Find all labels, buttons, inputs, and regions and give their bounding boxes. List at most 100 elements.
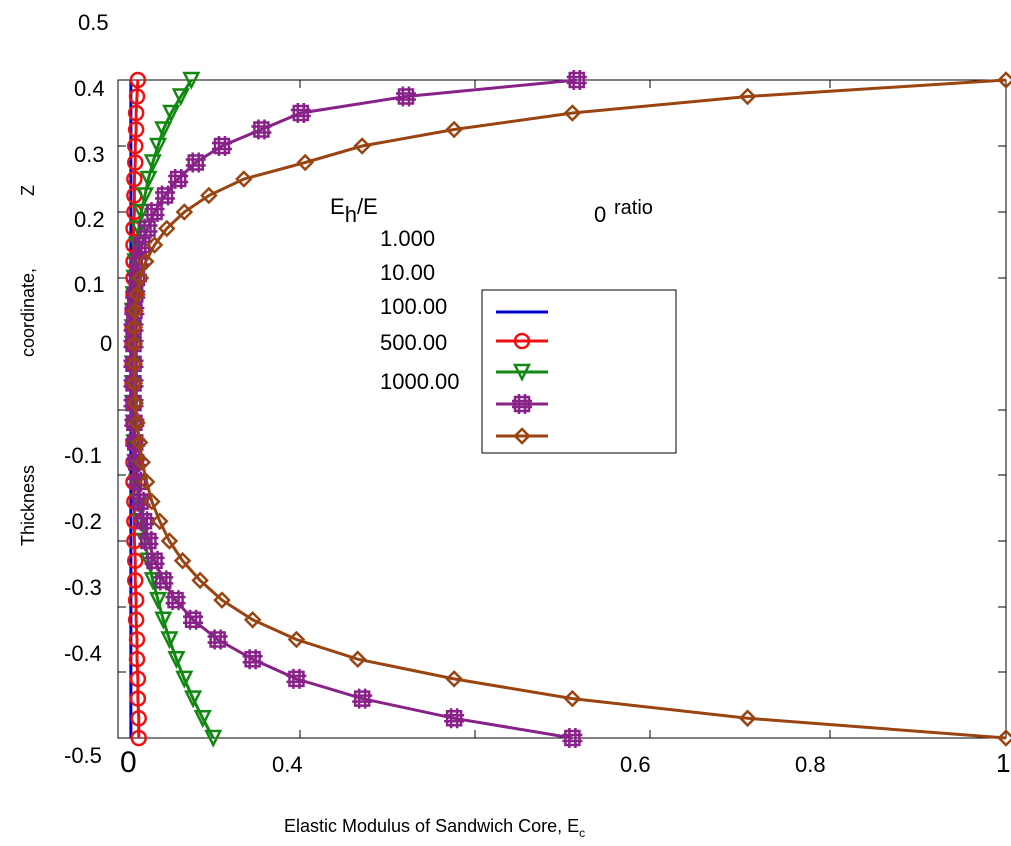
data-point <box>126 302 145 320</box>
data-point <box>145 236 164 254</box>
legend-title-sub: h <box>345 202 357 227</box>
data-point <box>204 729 223 748</box>
data-point <box>132 203 151 222</box>
x-axis-label: Elastic Modulus of Sandwich Core, Ec <box>284 816 585 840</box>
legend-swatch-marker <box>512 394 532 414</box>
legend-swatch-marker <box>513 332 531 350</box>
data-point <box>445 670 463 688</box>
data-point <box>137 473 156 491</box>
data-point <box>243 611 262 629</box>
data-point <box>185 152 206 173</box>
data-point <box>129 690 147 707</box>
data-point <box>143 492 161 511</box>
data-point <box>123 393 144 414</box>
data-point <box>138 531 159 551</box>
data-point <box>182 71 201 90</box>
data-point <box>251 119 272 140</box>
x-tick-labels: 0 0.4 0.6 0.8 1 <box>120 746 1010 779</box>
data-point <box>287 630 306 649</box>
data-point <box>127 104 145 122</box>
x-tick-label: 0.6 <box>620 752 651 777</box>
x-tick-label: 0.8 <box>795 752 826 777</box>
data-point <box>160 631 179 650</box>
data-point <box>135 187 154 206</box>
data-point <box>563 104 582 122</box>
data-point <box>128 414 146 432</box>
data-point <box>125 318 144 337</box>
data-point <box>149 137 168 156</box>
data-point <box>175 670 194 689</box>
data-point <box>134 511 155 532</box>
data-point <box>200 186 218 205</box>
y-tick-label: 0.3 <box>74 142 105 167</box>
data-point <box>125 374 144 393</box>
data-point <box>171 88 190 107</box>
y-tick-label: 0 <box>100 331 112 356</box>
data-point <box>127 591 145 609</box>
data-point <box>137 252 155 271</box>
data-point <box>130 710 148 727</box>
legend-label: 500.00 <box>380 330 447 355</box>
x-tick-label: 0 <box>120 746 137 779</box>
legend: Eh/E 0 ratio 1.000 10.00 100.00 500.00 1… <box>330 194 677 454</box>
data-point <box>395 86 416 107</box>
data-point <box>352 688 373 709</box>
data-point <box>184 690 203 709</box>
data-point <box>129 71 147 89</box>
data-point <box>191 571 209 590</box>
data-point <box>128 631 146 648</box>
data-point <box>126 170 143 188</box>
data-point <box>144 202 165 222</box>
data-point <box>173 551 192 570</box>
legend-title-main: E <box>330 194 345 219</box>
legend-swatch-5 <box>496 427 548 445</box>
data-point <box>167 650 186 669</box>
data-point <box>129 220 148 239</box>
data-point <box>128 285 146 304</box>
data-point <box>165 590 186 611</box>
x-tick-label: 0.4 <box>272 752 303 777</box>
data-point <box>137 218 158 239</box>
legend-title: Eh/E <box>330 194 378 227</box>
data-point <box>566 70 587 90</box>
data-point <box>290 103 311 123</box>
y-axis-label-part: Thickness <box>18 465 38 546</box>
legend-title-rest: /E <box>357 194 378 219</box>
data-point <box>143 154 162 173</box>
data-point <box>211 136 232 156</box>
data-point <box>353 137 371 155</box>
y-tick-label: -0.3 <box>64 575 102 600</box>
data-point <box>127 137 144 155</box>
legend-title-sub2: 0 <box>594 202 606 227</box>
series-line <box>132 78 1007 740</box>
x-axis-label-main: Elastic Modulus of Sandwich Core, E <box>284 816 579 836</box>
y-tick-label: 0.1 <box>74 272 105 297</box>
data-point <box>207 629 228 650</box>
data-point <box>139 170 158 189</box>
data-point <box>160 532 179 550</box>
data-point <box>242 649 263 670</box>
data-point <box>296 153 314 172</box>
legend-label: 100.00 <box>380 294 447 319</box>
data-point <box>213 591 231 609</box>
data-point <box>151 512 169 531</box>
x-tick-label: 1 <box>996 748 1010 778</box>
data-point <box>738 87 757 106</box>
y-tick-label: -0.1 <box>64 443 102 468</box>
data-point <box>168 169 189 189</box>
y-tick-labels: 0.5 0.4 0.3 0.2 0.1 0 -0.1 -0.2 -0.3 -0.… <box>64 10 112 768</box>
data-point <box>175 203 194 221</box>
data-point <box>127 572 144 589</box>
data-point <box>128 650 146 668</box>
data-point <box>562 728 583 748</box>
data-point <box>128 88 146 105</box>
y-tick-label: -0.5 <box>64 743 102 768</box>
legend-swatches <box>496 310 548 445</box>
series-5 <box>125 71 1011 747</box>
data-point <box>125 335 144 353</box>
y-tick-label: 0.5 <box>78 10 109 35</box>
data-point <box>563 689 582 708</box>
data-point <box>158 219 176 238</box>
data-point <box>445 120 463 139</box>
y-tick-label: 0.2 <box>74 207 105 232</box>
